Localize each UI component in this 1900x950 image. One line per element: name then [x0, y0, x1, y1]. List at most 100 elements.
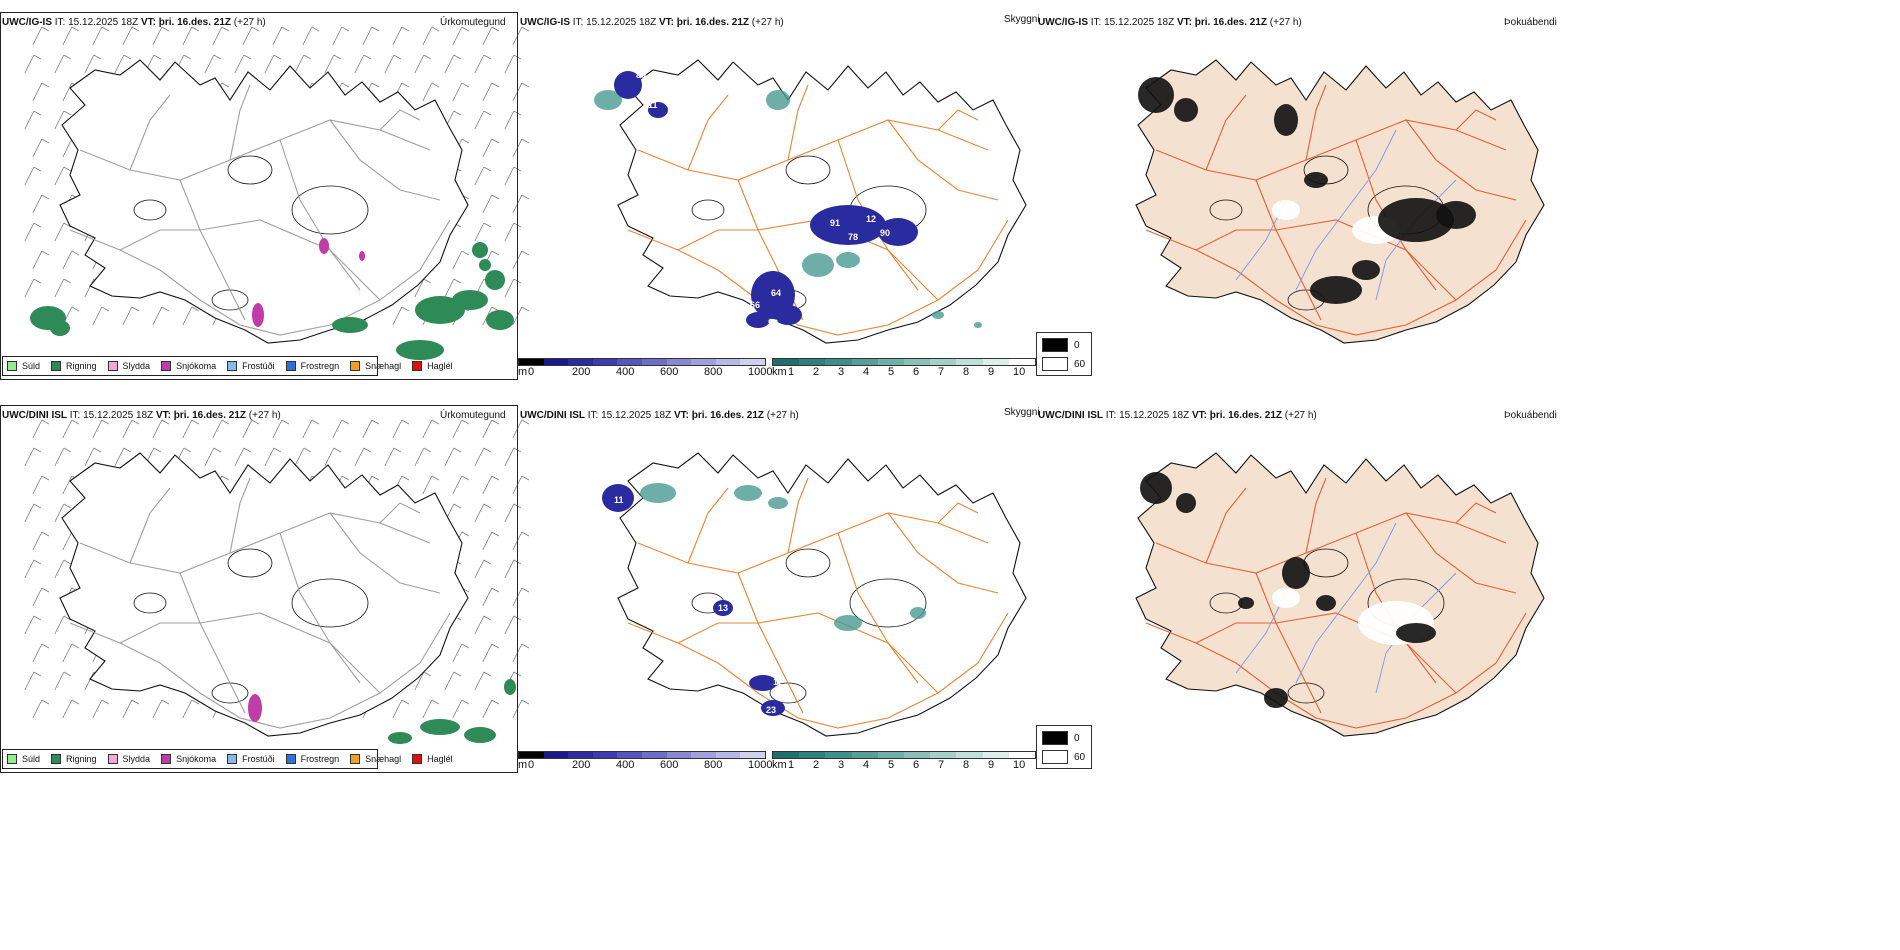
legend-label: Rigning: [66, 754, 97, 764]
wind-barb: [354, 447, 372, 467]
visibility-km-tick: 7: [938, 366, 945, 378]
glacier-outline: [133, 199, 167, 221]
visibility-value-label: 11: [614, 495, 624, 505]
wind-barb: [84, 447, 102, 467]
visibility-km-tick: 2: [813, 759, 820, 771]
legend-label: Snjókoma: [176, 754, 217, 764]
wind-barb: [504, 54, 522, 74]
glacier-outline: [291, 578, 369, 628]
road-line: [79, 119, 431, 181]
colorbar-cell: [592, 752, 618, 758]
colorbar-cell: [1008, 752, 1036, 758]
it-label: IT:: [1090, 17, 1102, 28]
precip-type-legend: Súld Rigning Slydda Snjókoma Frostúði Frostre…: [2, 749, 453, 769]
precip-area: [836, 252, 860, 268]
wind-barb: [452, 26, 470, 46]
wind-barb: [414, 54, 432, 74]
fog-legend-black: [1042, 338, 1068, 352]
precip-area: [910, 607, 926, 619]
wind-barb: [504, 447, 522, 467]
road-line: [1455, 502, 1497, 524]
visibility-panel-row1: UWC/IG-IS IT: 15.12.2025 18Z VT: þri. 16…: [518, 0, 1040, 385]
wind-barb: [122, 419, 140, 439]
panel-title-visibility: Skyggni: [1004, 407, 1040, 418]
wind-barb: [474, 447, 492, 467]
precip-area: [746, 312, 770, 328]
road-line: [1195, 219, 1457, 301]
fog-legend-max: 0: [1074, 339, 1080, 351]
legend-item: Snjókoma: [161, 754, 216, 764]
wind-barb: [84, 54, 102, 74]
legend-swatch: [412, 754, 423, 764]
road-line: [887, 512, 999, 594]
road-line: [1155, 512, 1507, 574]
colorbar-cell: [982, 752, 1009, 758]
wind-barb: [62, 419, 80, 439]
visibility-km-tick: 8: [963, 366, 970, 378]
precip-area: [1304, 172, 1328, 188]
legend-item: Frostúði: [227, 361, 275, 371]
colorbar-cell: [617, 359, 642, 365]
precip-area: [1282, 557, 1310, 589]
road-line: [677, 219, 939, 301]
colorbar-cell: [799, 359, 826, 365]
visibility-km-tick: 3: [838, 759, 845, 771]
visibility-km-tick: 6: [913, 759, 920, 771]
wind-barb: [54, 166, 72, 186]
visibility-km-tick: 4: [863, 759, 870, 771]
wind-barb: [512, 475, 530, 495]
wind-barb: [414, 278, 432, 298]
wind-barb: [384, 447, 402, 467]
precip-type-legend: Súld Rigning Slydda Snjókoma Frostúði Frostre…: [2, 356, 453, 376]
model-name: UWC/IG-IS: [2, 17, 52, 28]
wind-barb: [482, 699, 500, 719]
visibility-value-label: 13: [718, 603, 728, 613]
wind-barb: [182, 699, 200, 719]
legend-label: Snæhagl: [365, 361, 402, 371]
wind-barb: [92, 306, 110, 326]
precip-area: [1238, 597, 1254, 609]
road-line: [737, 572, 804, 714]
wind-barb: [512, 26, 530, 46]
wind-barb: [504, 278, 522, 298]
wind-barb: [212, 26, 230, 46]
wind-barb: [24, 503, 42, 523]
wind-barb: [452, 82, 470, 102]
coastline: [617, 59, 1027, 344]
panel-title-fog: Þokuábendi: [1504, 410, 1557, 421]
road-line: [1255, 179, 1322, 321]
legend-swatch: [412, 361, 423, 371]
wind-barb: [114, 54, 132, 74]
model-name: UWC/IG-IS: [1038, 17, 1088, 28]
wind-barb: [482, 419, 500, 439]
colorbar-cell: [740, 752, 765, 758]
road-line: [119, 219, 381, 301]
wind-barb: [512, 306, 530, 326]
road-line: [229, 477, 251, 554]
panel-header: UWC/IG-IS IT: 15.12.2025 18Z VT: þri. 16…: [1038, 17, 1302, 29]
glacier-outline: [691, 199, 725, 221]
colorbar-cell: [877, 752, 905, 758]
precip-area: [810, 205, 886, 245]
legend-item: Haglél: [412, 754, 453, 764]
precip-area: [594, 90, 622, 110]
precip-area: [1264, 688, 1288, 708]
wind-barb: [512, 419, 530, 439]
visibility-km-tick: 4: [863, 366, 870, 378]
visibility-value-label: 23: [766, 705, 776, 715]
road-line: [687, 487, 729, 564]
colorbar-cell: [956, 752, 983, 758]
wind-barb: [482, 194, 500, 214]
wind-barb: [264, 54, 282, 74]
wind-barb: [122, 306, 140, 326]
wind-barb: [452, 643, 470, 663]
wind-barb: [204, 54, 222, 74]
vt-value: þri. 16.des. 21Z: [1194, 17, 1268, 28]
legend-label: Frostregn: [300, 361, 340, 371]
precip-area: [1140, 472, 1172, 504]
panel-title-fog: Þokuábendi: [1504, 17, 1557, 28]
fog-legend-max: 0: [1074, 732, 1080, 744]
colorbar-cell: [851, 752, 878, 758]
wind-barb: [482, 475, 500, 495]
visibility-km-tick: 1: [788, 366, 795, 378]
